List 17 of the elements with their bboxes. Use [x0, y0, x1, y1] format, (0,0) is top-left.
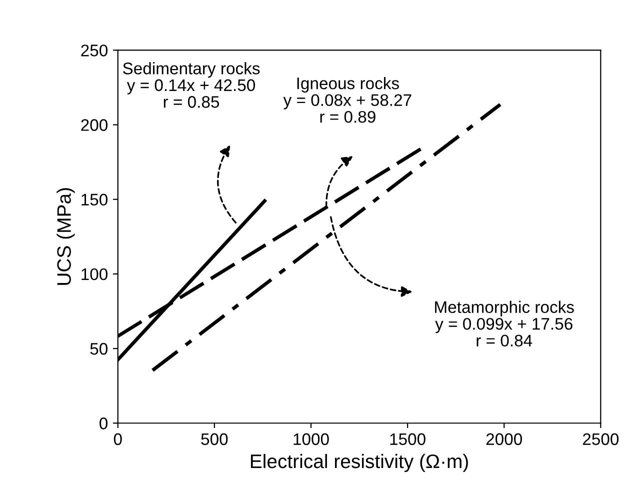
x-tick-label: 1000 — [294, 433, 329, 446]
x-tick-label: 2000 — [486, 433, 522, 446]
x-axis-title: Electrical resistivity (Ω·m) — [250, 454, 468, 472]
y-tick-label: 200 — [81, 119, 108, 131]
annotation: Igneous rocks y = 0.08x + 58.27 r = 0.89 — [283, 77, 412, 123]
y-tick-label: 0 — [100, 418, 108, 430]
y-tick-label: 250 — [81, 44, 108, 56]
x-tick-label: 2500 — [582, 433, 619, 446]
x-tick-label: 1500 — [390, 433, 426, 446]
y-tick-label: 150 — [82, 194, 108, 206]
annotation: Metamorphic rocks y = 0.099x + 17.56 r = 0.84 — [435, 300, 574, 347]
y-tick-label: 100 — [82, 268, 108, 280]
x-tick-label: 0 — [114, 433, 122, 446]
annotation: Sedimentary rocks y = 0.14x + 42.50 r = 0.85 — [123, 62, 260, 108]
x-tick-label: 500 — [201, 433, 228, 446]
y-axis-title: UCS (MPa) — [56, 188, 75, 285]
y-tick-label: 50 — [90, 342, 108, 355]
